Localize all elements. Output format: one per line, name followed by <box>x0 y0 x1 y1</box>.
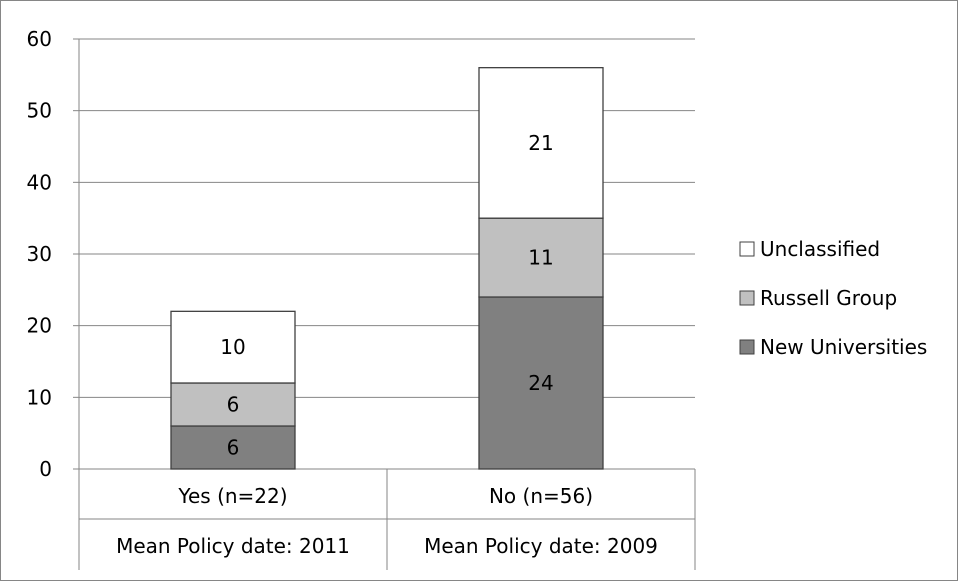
data-label: 24 <box>528 371 553 395</box>
data-label: 21 <box>528 131 553 155</box>
legend-label: New Universities <box>760 335 927 359</box>
y-tick-label: 60 <box>27 27 52 51</box>
data-label: 11 <box>528 246 553 270</box>
y-tick-label: 20 <box>27 314 52 338</box>
bar-segment <box>478 296 604 470</box>
data-label: 10 <box>220 335 245 359</box>
y-tick-label: 0 <box>39 457 52 481</box>
legend-swatch <box>739 241 755 257</box>
legend-label: Unclassified <box>760 237 880 261</box>
legend-label: Russell Group <box>760 286 897 310</box>
x-subcategory-label: Mean Policy date: 2011 <box>116 534 350 558</box>
x-category-label: Yes (n=22) <box>177 484 287 508</box>
y-tick-label: 40 <box>27 170 52 194</box>
bar-segment <box>170 310 296 384</box>
x-category-label: No (n=56) <box>489 484 593 508</box>
data-label: 6 <box>227 436 240 460</box>
y-tick-label: 10 <box>27 385 52 409</box>
bar-segment <box>478 217 604 298</box>
y-tick-label: 30 <box>27 242 52 266</box>
data-label: 6 <box>227 393 240 417</box>
bar-segment <box>478 67 604 219</box>
legend-swatch <box>739 339 755 355</box>
x-subcategory-label: Mean Policy date: 2009 <box>424 534 658 558</box>
y-tick-label: 50 <box>27 99 52 123</box>
legend-swatch <box>739 290 755 306</box>
